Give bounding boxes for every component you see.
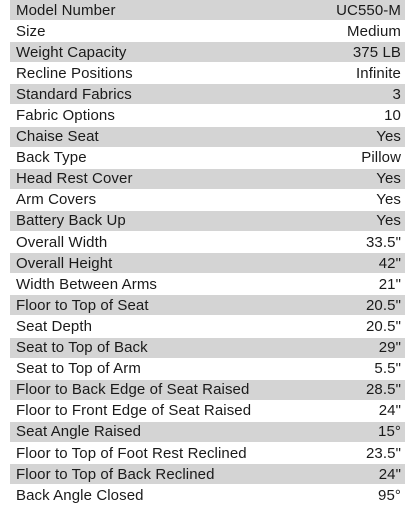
spec-label: Floor to Front Edge of Seat Raised — [16, 402, 252, 420]
spec-value: Yes — [376, 191, 401, 209]
spec-value: 24" — [378, 465, 401, 483]
spec-label: Back Type — [16, 149, 87, 167]
spec-label: Size — [16, 22, 46, 40]
spec-row: Seat to Top of Arm 5.5" — [10, 358, 405, 380]
spec-row: Floor to Top of Seat 20.5" — [10, 295, 405, 317]
spec-row: Battery Back Up Yes — [10, 210, 405, 233]
spec-value: Medium — [347, 22, 401, 40]
spec-row: Back Angle Closed 95° — [10, 485, 405, 507]
spec-value: 20.5" — [365, 296, 401, 314]
spec-row: Floor to Front Edge of Seat Raised 24" — [10, 400, 405, 422]
spec-table: Model Number UC550-M Size Medium Weight Capa… — [10, 0, 405, 507]
spec-row: Floor to Top of Foot Rest Reclined 23.5" — [10, 442, 405, 465]
spec-row: Floor to Back Edge of Seat Raised 28.5" — [10, 379, 405, 401]
spec-row: Head Rest Cover Yes — [10, 168, 405, 190]
spec-value: 375 LB — [352, 43, 401, 61]
spec-row: Seat to Top of Back 29" — [10, 337, 405, 359]
spec-value: 10 — [384, 107, 401, 125]
spec-label: Battery Back Up — [16, 212, 126, 230]
spec-label: Arm Covers — [16, 191, 97, 209]
spec-label: Floor to Top of Foot Rest Reclined — [16, 444, 247, 462]
spec-label: Weight Capacity — [16, 43, 127, 61]
spec-label: Chaise Seat — [16, 128, 99, 146]
spec-label: Head Rest Cover — [16, 170, 133, 188]
spec-row: Overall Height 42" — [10, 253, 405, 275]
spec-value: 28.5" — [365, 381, 401, 399]
spec-value: Yes — [376, 128, 401, 146]
spec-label: Floor to Top of Seat — [16, 296, 149, 314]
spec-value: 24" — [378, 402, 401, 420]
spec-value: 5.5" — [374, 360, 401, 378]
spec-label: Floor to Top of Back Reclined — [16, 465, 215, 483]
spec-label: Overall Height — [16, 254, 113, 272]
spec-value: 20.5" — [365, 317, 401, 335]
spec-value: 21" — [378, 275, 401, 293]
spec-value: 42" — [378, 254, 401, 272]
spec-row: Model Number UC550-M — [10, 0, 405, 22]
spec-value: UC550-M — [336, 1, 401, 19]
spec-label: Seat to Top of Arm — [16, 360, 141, 378]
spec-value: 29" — [378, 339, 401, 357]
spec-row: Overall Width 33.5" — [10, 232, 405, 254]
spec-value: 3 — [392, 85, 401, 103]
spec-row: Chaise Seat Yes — [10, 126, 405, 148]
spec-value: Infinite — [356, 64, 401, 82]
spec-row: Weight Capacity 375 LB — [10, 42, 405, 64]
spec-row: Recline Positions Infinite — [10, 63, 405, 85]
spec-label: Model Number — [16, 1, 116, 19]
spec-value: Yes — [376, 212, 401, 230]
spec-row: Back Type Pillow — [10, 147, 405, 169]
spec-value: 33.5" — [365, 233, 401, 251]
spec-label: Width Between Arms — [16, 275, 158, 293]
spec-value: 23.5" — [365, 444, 401, 462]
spec-row: Size Medium — [10, 21, 405, 43]
spec-label: Back Angle Closed — [16, 486, 144, 504]
spec-label: Overall Width — [16, 233, 108, 251]
spec-value: Yes — [376, 170, 401, 188]
spec-label: Floor to Back Edge of Seat Raised — [16, 381, 250, 399]
spec-label: Recline Positions — [16, 64, 133, 82]
spec-label: Fabric Options — [16, 107, 115, 125]
spec-label: Seat to Top of Back — [16, 339, 148, 357]
spec-label: Seat Angle Raised — [16, 423, 142, 441]
spec-label: Standard Fabrics — [16, 85, 132, 103]
spec-row: Seat Angle Raised 15° — [10, 421, 405, 443]
spec-row: Standard Fabrics 3 — [10, 84, 405, 106]
spec-value: 95° — [378, 486, 401, 504]
spec-label: Seat Depth — [16, 317, 93, 335]
spec-row: Width Between Arms 21" — [10, 274, 405, 296]
spec-value: 15° — [378, 423, 401, 441]
spec-row: Seat Depth 20.5" — [10, 316, 405, 338]
spec-value: Pillow — [361, 149, 401, 167]
spec-row: Fabric Options 10 — [10, 105, 405, 127]
spec-row: Floor to Top of Back Reclined 24" — [10, 464, 405, 486]
spec-row: Arm Covers Yes — [10, 189, 405, 211]
